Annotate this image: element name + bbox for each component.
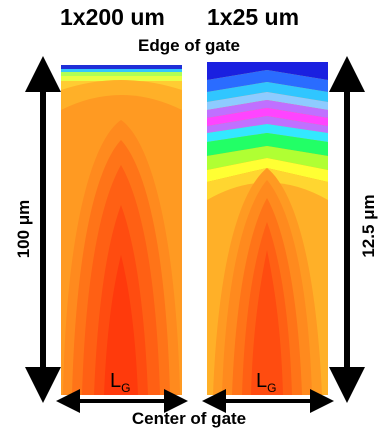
right-panel-title: 1x25 um xyxy=(207,4,300,30)
right-gate-length-label: LG xyxy=(256,370,277,395)
left-panel-title: 1x200 um xyxy=(60,4,165,30)
edge-of-gate-label: Edge of gate xyxy=(137,36,240,55)
center-of-gate-label: Center of gate xyxy=(131,409,247,428)
right-dimension-label: 12.5 μm xyxy=(359,194,378,258)
right-contour-panel xyxy=(207,62,328,395)
left-contour-panel xyxy=(61,65,182,395)
left-gate-length-label: LG xyxy=(110,370,131,395)
left-dimension-label: 100 μm xyxy=(14,199,33,259)
